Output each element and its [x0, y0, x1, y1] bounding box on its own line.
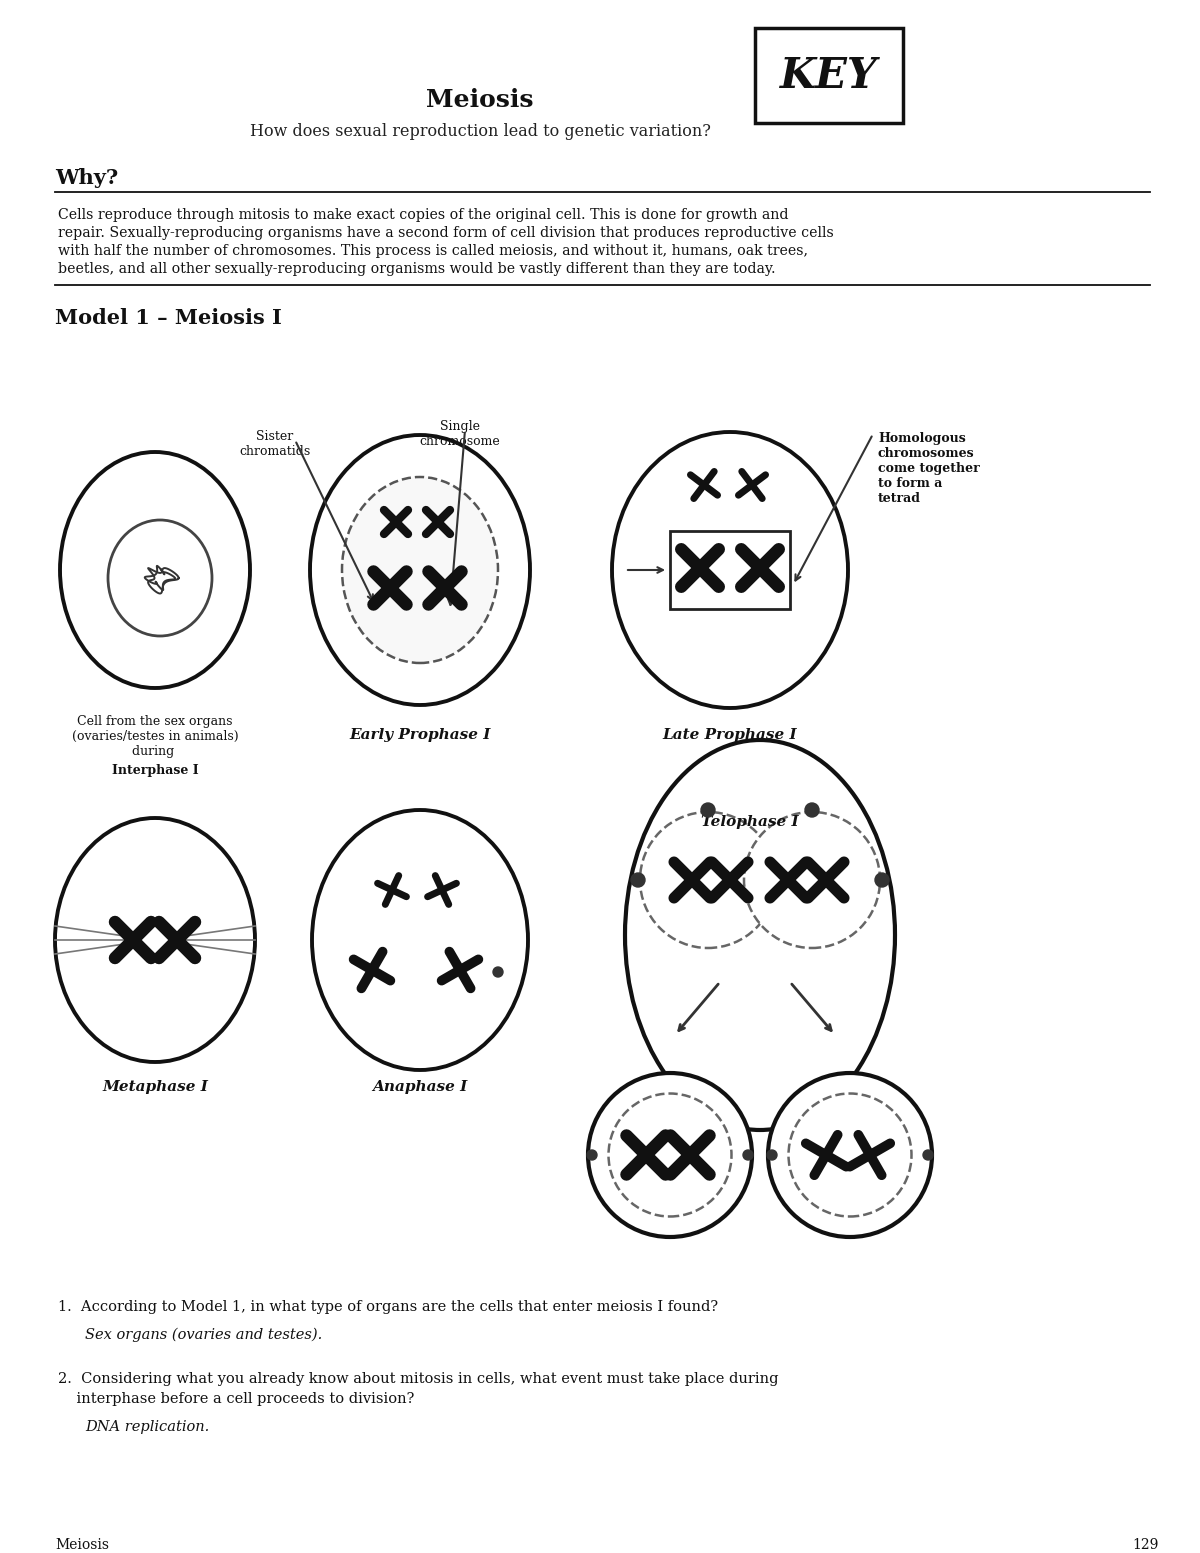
Ellipse shape — [312, 811, 528, 1070]
Ellipse shape — [60, 452, 250, 688]
Text: KEY: KEY — [780, 54, 878, 96]
Ellipse shape — [55, 818, 256, 1062]
Circle shape — [923, 1151, 934, 1160]
Ellipse shape — [768, 1073, 932, 1238]
Text: Meiosis: Meiosis — [426, 89, 534, 112]
Text: Early Prophase I: Early Prophase I — [349, 728, 491, 742]
Ellipse shape — [342, 477, 498, 663]
Circle shape — [767, 1151, 778, 1160]
Text: Interphase I: Interphase I — [112, 764, 198, 776]
Text: 2.  Considering what you already know about mitosis in cells, what event must ta: 2. Considering what you already know abo… — [58, 1371, 779, 1385]
Text: Late Prophase I: Late Prophase I — [662, 728, 797, 742]
Ellipse shape — [744, 812, 880, 947]
Text: Anaphase I: Anaphase I — [372, 1079, 468, 1093]
Circle shape — [805, 803, 818, 817]
Text: Metaphase I: Metaphase I — [102, 1079, 208, 1093]
Text: Why?: Why? — [55, 168, 119, 188]
Text: with half the number of chromosomes. This process is called meiosis, and without: with half the number of chromosomes. Thi… — [58, 244, 808, 258]
Ellipse shape — [788, 1093, 912, 1216]
Text: How does sexual reproduction lead to genetic variation?: How does sexual reproduction lead to gen… — [250, 124, 710, 140]
Text: beetles, and all other sexually-reproducing organisms would be vastly different : beetles, and all other sexually-reproduc… — [58, 262, 775, 276]
Text: DNA replication.: DNA replication. — [85, 1419, 209, 1433]
Text: Single
chromosome: Single chromosome — [420, 419, 500, 447]
Ellipse shape — [612, 432, 848, 708]
Text: Cell from the sex organs
(ovaries/testes in animals)
during: Cell from the sex organs (ovaries/testes… — [72, 714, 239, 758]
Text: Cells reproduce through mitosis to make exact copies of the original cell. This : Cells reproduce through mitosis to make … — [58, 208, 788, 222]
Text: Model 1 – Meiosis I: Model 1 – Meiosis I — [55, 307, 282, 328]
Ellipse shape — [608, 1093, 732, 1216]
Circle shape — [587, 1151, 598, 1160]
Ellipse shape — [108, 520, 212, 637]
Text: Homologous
chromosomes
come together
to form a
tetrad: Homologous chromosomes come together to … — [878, 432, 979, 505]
Circle shape — [701, 803, 715, 817]
Text: interphase before a cell proceeds to division?: interphase before a cell proceeds to div… — [58, 1391, 414, 1405]
Text: 129: 129 — [1132, 1537, 1158, 1551]
Text: Meiosis: Meiosis — [55, 1537, 109, 1551]
Ellipse shape — [625, 739, 895, 1131]
Ellipse shape — [640, 812, 776, 947]
Text: repair. Sexually-reproducing organisms have a second form of cell division that : repair. Sexually-reproducing organisms h… — [58, 227, 834, 241]
Ellipse shape — [588, 1073, 752, 1238]
Text: Sister
chromatids: Sister chromatids — [239, 430, 311, 458]
Circle shape — [875, 873, 889, 887]
Bar — [755, 28, 904, 123]
Ellipse shape — [310, 435, 530, 705]
Bar — [670, 531, 790, 609]
Text: Telophase I: Telophase I — [701, 815, 799, 829]
Circle shape — [493, 968, 503, 977]
Text: 1.  According to Model 1, in what type of organs are the cells that enter meiosi: 1. According to Model 1, in what type of… — [58, 1300, 718, 1314]
Text: Sex organs (ovaries and testes).: Sex organs (ovaries and testes). — [85, 1328, 323, 1342]
Circle shape — [631, 873, 646, 887]
Circle shape — [743, 1151, 754, 1160]
